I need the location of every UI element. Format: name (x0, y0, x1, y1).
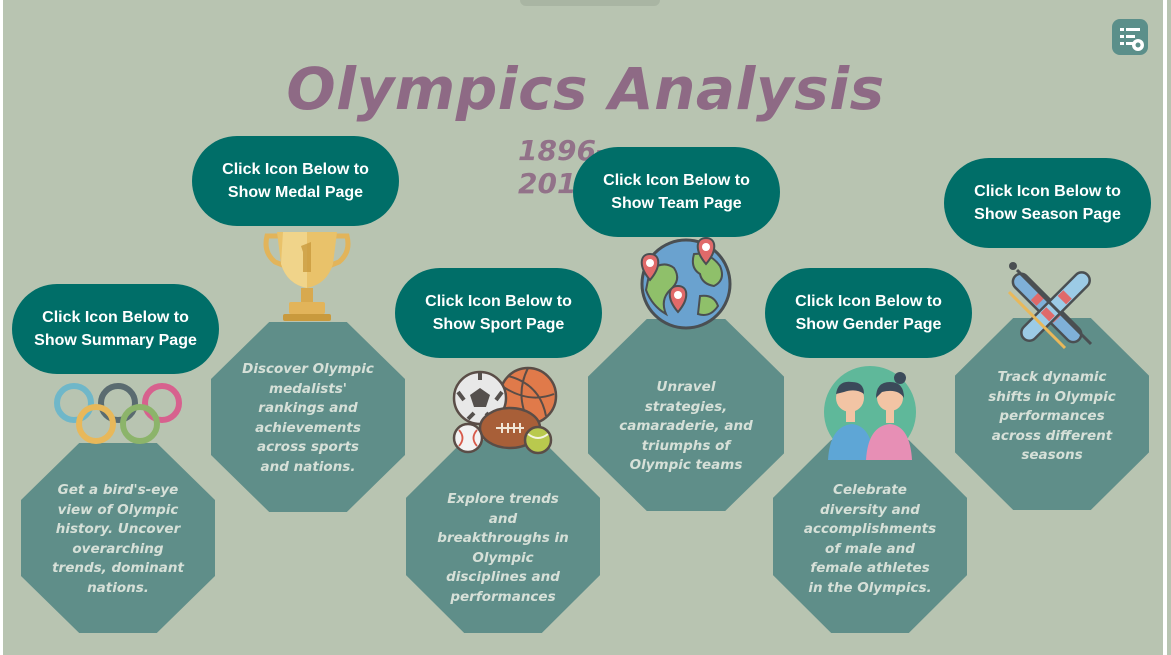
medal-page-button[interactable]: Click Icon Below to Show Medal Page (192, 136, 399, 226)
season-page-button[interactable]: Click Icon Below to Show Season Page (944, 158, 1151, 248)
male-female-athletes-icon[interactable] (822, 364, 918, 460)
medal-card (211, 322, 405, 512)
top-handle (520, 0, 660, 6)
team-page-button[interactable]: Click Icon Below to Show Team Page (573, 147, 780, 237)
olympic-rings-icon[interactable] (52, 380, 184, 450)
medal-description: Discover Olympic medalists' rankings and… (242, 361, 374, 475)
summary-card (21, 443, 215, 633)
page-title: Olympics Analysis (286, 55, 885, 123)
season-description: Track dynamic shifts in Olympic performa… (988, 369, 1116, 463)
gender-page-button[interactable]: Click Icon Below to Show Gender Page (765, 268, 972, 358)
sport-page-button[interactable]: Click Icon Below to Show Sport Page (395, 268, 602, 358)
gender-card (773, 440, 967, 633)
season-card (955, 318, 1149, 510)
summary-page-button[interactable]: Click Icon Below to Show Summary Page (12, 284, 219, 374)
list-settings-icon[interactable] (1112, 19, 1148, 55)
team-card (588, 319, 784, 511)
gender-description: Celebrate diversity and accomplishments … (803, 482, 937, 596)
sport-description: Explore trends and breakthroughs in Olym… (437, 491, 569, 605)
summary-description: Get a bird's-eye view of Olympic history… (52, 482, 184, 596)
sport-card (406, 440, 600, 633)
trophy-icon[interactable] (261, 222, 353, 322)
skis-icon[interactable] (1003, 256, 1101, 350)
globe-pins-icon[interactable] (630, 234, 736, 330)
sports-balls-icon[interactable] (450, 364, 558, 456)
team-description: Unravel strategies, camaraderie, and tri… (619, 379, 753, 473)
